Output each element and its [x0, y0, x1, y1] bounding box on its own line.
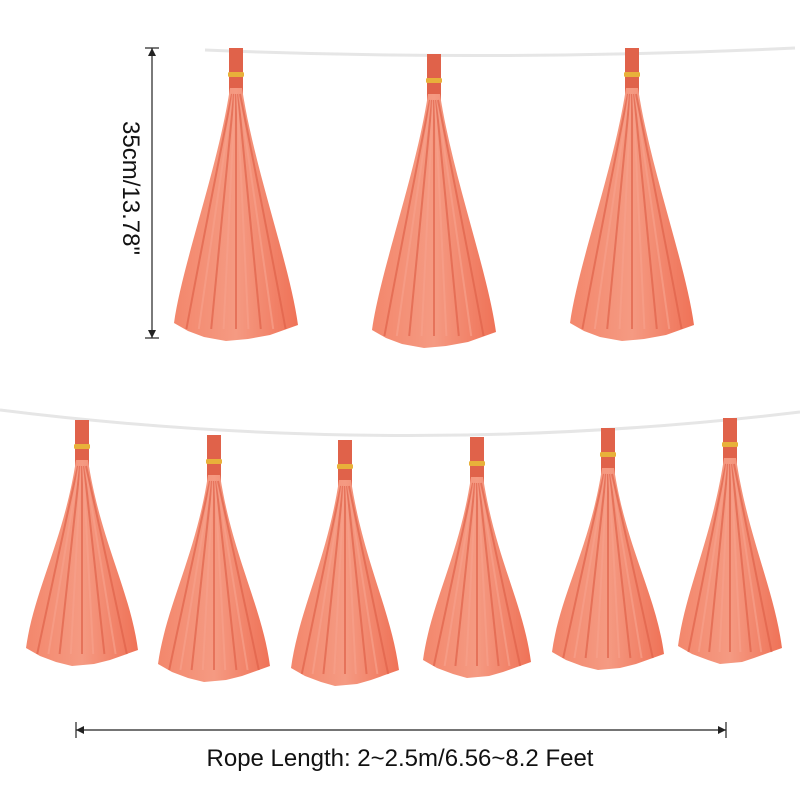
gold-clip	[426, 78, 442, 83]
bottom-rope	[0, 408, 800, 438]
tassel	[552, 428, 664, 670]
gold-clip	[624, 72, 640, 77]
rope-length-label: Rope Length: 2~2.5m/6.56~8.2 Feet	[206, 745, 594, 772]
gold-clip	[337, 464, 353, 469]
gold-clip	[228, 72, 244, 77]
tassel	[570, 48, 694, 341]
tassel	[291, 440, 399, 686]
gold-clip	[600, 452, 616, 457]
tassel	[678, 418, 782, 664]
tassel	[423, 437, 531, 678]
gold-clip	[74, 444, 90, 449]
rope-length-dimension-line	[75, 722, 727, 738]
gold-clip	[206, 459, 222, 464]
tassel	[372, 54, 496, 348]
height-dimension-line	[145, 47, 159, 339]
gold-clip	[469, 461, 485, 466]
height-label: 35cm/13.78"	[117, 121, 144, 255]
top-rope	[204, 46, 796, 58]
tassel	[26, 420, 138, 666]
tassel	[174, 48, 298, 341]
tassel	[158, 435, 270, 682]
gold-clip	[722, 442, 738, 447]
